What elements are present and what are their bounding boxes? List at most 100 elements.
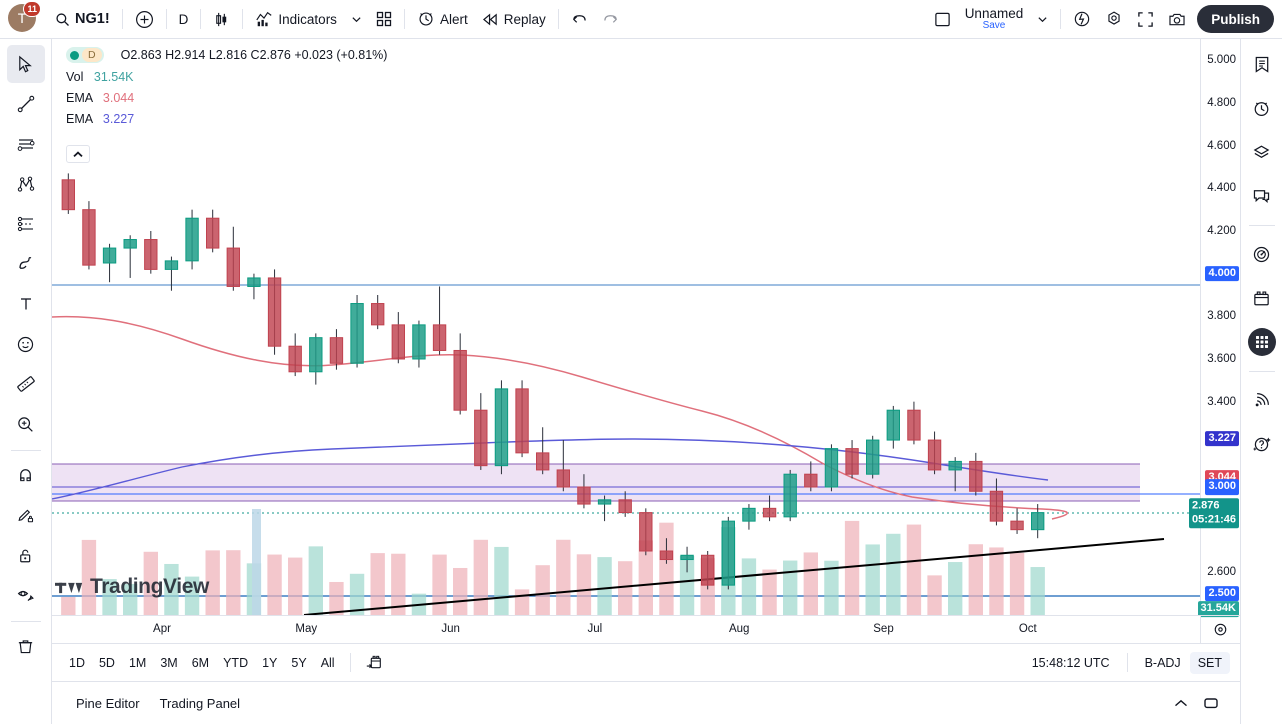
text-tool[interactable] [7, 285, 45, 323]
timeframe-1m[interactable]: 1M [128, 655, 147, 670]
legend-row-ema-slow[interactable]: EMA 3.227 [66, 112, 387, 126]
timeframe-ytd[interactable]: YTD [223, 655, 249, 670]
chart-plot[interactable]: D O2.863 H2.914 L2.816 C2.876 +0.023 (+0… [52, 39, 1200, 615]
emoji-tool[interactable] [7, 325, 45, 363]
layouts-button[interactable] [369, 5, 399, 33]
volume-bar [123, 583, 138, 615]
price-scale[interactable]: 5.000 4.800 4.600 4.400 4.200 3.800 3.600 3.400… [1188, 39, 1240, 617]
candle-body [267, 277, 282, 347]
timeframe-all[interactable]: All [320, 655, 335, 670]
alert-button[interactable]: Alert [410, 5, 475, 33]
candle-body [762, 507, 777, 518]
snapshot-button[interactable] [1161, 5, 1193, 33]
hotlist-panel-button[interactable] [1244, 133, 1280, 171]
maximize-panel-button[interactable] [1166, 690, 1196, 716]
price-badge-volume[interactable]: 31.54K [1197, 601, 1239, 617]
volume-bar [81, 539, 97, 615]
price-badge-4000[interactable]: 4.000 [1205, 265, 1239, 282]
indicators-dropdown[interactable] [344, 5, 369, 33]
remove-drawings-tool[interactable] [7, 627, 45, 665]
fib-retracement-tool[interactable] [7, 205, 45, 243]
clock-status[interactable]: 15:48:12 UTC [1031, 655, 1110, 670]
stream-panel-button[interactable] [1244, 381, 1280, 419]
price-tick: 3.400 [1207, 395, 1236, 408]
timeframe-5d[interactable]: 5D [98, 655, 115, 670]
legend-label-ema-fast: EMA [66, 91, 93, 105]
hide-drawings-tool[interactable] [7, 576, 45, 614]
quick-search-button[interactable] [1066, 5, 1098, 33]
price-badge-ema2[interactable]: 3.227 [1205, 430, 1239, 447]
tab-trading-panel[interactable]: Trading Panel [159, 695, 241, 711]
undo-button[interactable] [564, 5, 595, 33]
divider [1126, 653, 1128, 672]
publish-button[interactable]: Publish [1197, 5, 1274, 33]
timeframe-1d[interactable]: 1D [69, 655, 85, 670]
legend-row-volume[interactable]: Vol 31.54K [66, 70, 387, 84]
alerts-panel-button[interactable] [1244, 89, 1280, 127]
ema-slow-line [52, 438, 1049, 500]
candle-body [61, 179, 75, 211]
time-tick: Jun [441, 623, 460, 635]
go-to-date-button[interactable] [359, 650, 389, 676]
calendar-panel-button[interactable] [1244, 279, 1280, 317]
indicators-button[interactable]: Indicators [248, 5, 344, 33]
timeframe-6m[interactable]: 6M [191, 655, 210, 670]
legend-interval: D [82, 48, 102, 62]
candle-body [824, 448, 839, 488]
drawing-mode-tool[interactable] [7, 496, 45, 534]
volume-bar [679, 555, 695, 615]
timescale-settings-button[interactable] [1200, 615, 1240, 643]
chart-style-selector[interactable] [206, 5, 237, 33]
candle-body [288, 345, 302, 373]
series-status[interactable]: D [66, 47, 104, 63]
interval-selector[interactable]: D [172, 5, 196, 33]
chevron-down-icon [1037, 14, 1048, 25]
measure-tool[interactable] [7, 365, 45, 403]
ideas-panel-button[interactable] [1244, 235, 1280, 273]
undo-icon [571, 12, 588, 27]
set-button[interactable]: SET [1189, 651, 1230, 674]
candle-body [845, 448, 859, 475]
adjustment-status[interactable]: B-ADJ [1144, 655, 1181, 670]
lock-drawings-tool[interactable] [7, 536, 45, 574]
timeframe-5y[interactable]: 5Y [291, 655, 307, 670]
collapse-legend-button[interactable] [66, 145, 90, 163]
watchlist-panel-button[interactable] [1244, 45, 1280, 83]
legend-row-ema-fast[interactable]: EMA 3.044 [66, 91, 387, 105]
candle-body [886, 409, 900, 441]
zoom-tool[interactable] [7, 405, 45, 443]
layout-picker-icon[interactable] [927, 5, 958, 33]
volume-bar [349, 573, 365, 615]
user-avatar[interactable]: T 11 [8, 1, 41, 34]
volume-bar [205, 550, 220, 615]
brush-tool[interactable] [7, 245, 45, 283]
divider [557, 9, 559, 29]
horizontal-lines-tool[interactable] [7, 125, 45, 163]
cursor-tool[interactable] [6, 45, 45, 83]
tab-pine-editor[interactable]: Pine Editor [76, 695, 140, 711]
symbol-search[interactable]: NG1! [48, 5, 117, 33]
add-symbol-button[interactable] [128, 5, 161, 33]
pitchfork-tool[interactable] [7, 165, 45, 203]
restore-panel-button[interactable] [1196, 690, 1226, 716]
chart-svg [52, 173, 1200, 615]
layout-name-button[interactable]: Unnamed Save [958, 5, 1031, 33]
chart-settings-button[interactable] [1098, 5, 1130, 33]
replay-icon [482, 12, 499, 27]
layout-menu-chevron[interactable] [1030, 5, 1055, 33]
chat-panel-button[interactable] [1244, 177, 1280, 215]
price-tick: 4.400 [1207, 182, 1236, 195]
price-badge-2500[interactable]: 2.500 [1205, 585, 1239, 602]
price-badge-3000[interactable]: 3.000 [1205, 479, 1239, 495]
replay-button[interactable]: Replay [475, 5, 553, 33]
help-panel-button[interactable] [1244, 425, 1280, 463]
redo-button[interactable] [595, 5, 626, 33]
magnet-tool[interactable] [7, 456, 45, 494]
fullscreen-button[interactable] [1130, 5, 1161, 33]
apps-panel-button[interactable] [1244, 323, 1280, 361]
trendline-tool[interactable] [7, 85, 45, 123]
timeframe-1y[interactable]: 1Y [262, 655, 278, 670]
time-scale[interactable]: Apr May Jun Jul Aug Sep Oct [52, 615, 1200, 643]
price-badge-last[interactable]: 2.876 05:21:46 [1188, 498, 1239, 529]
timeframe-3m[interactable]: 3M [160, 655, 178, 670]
